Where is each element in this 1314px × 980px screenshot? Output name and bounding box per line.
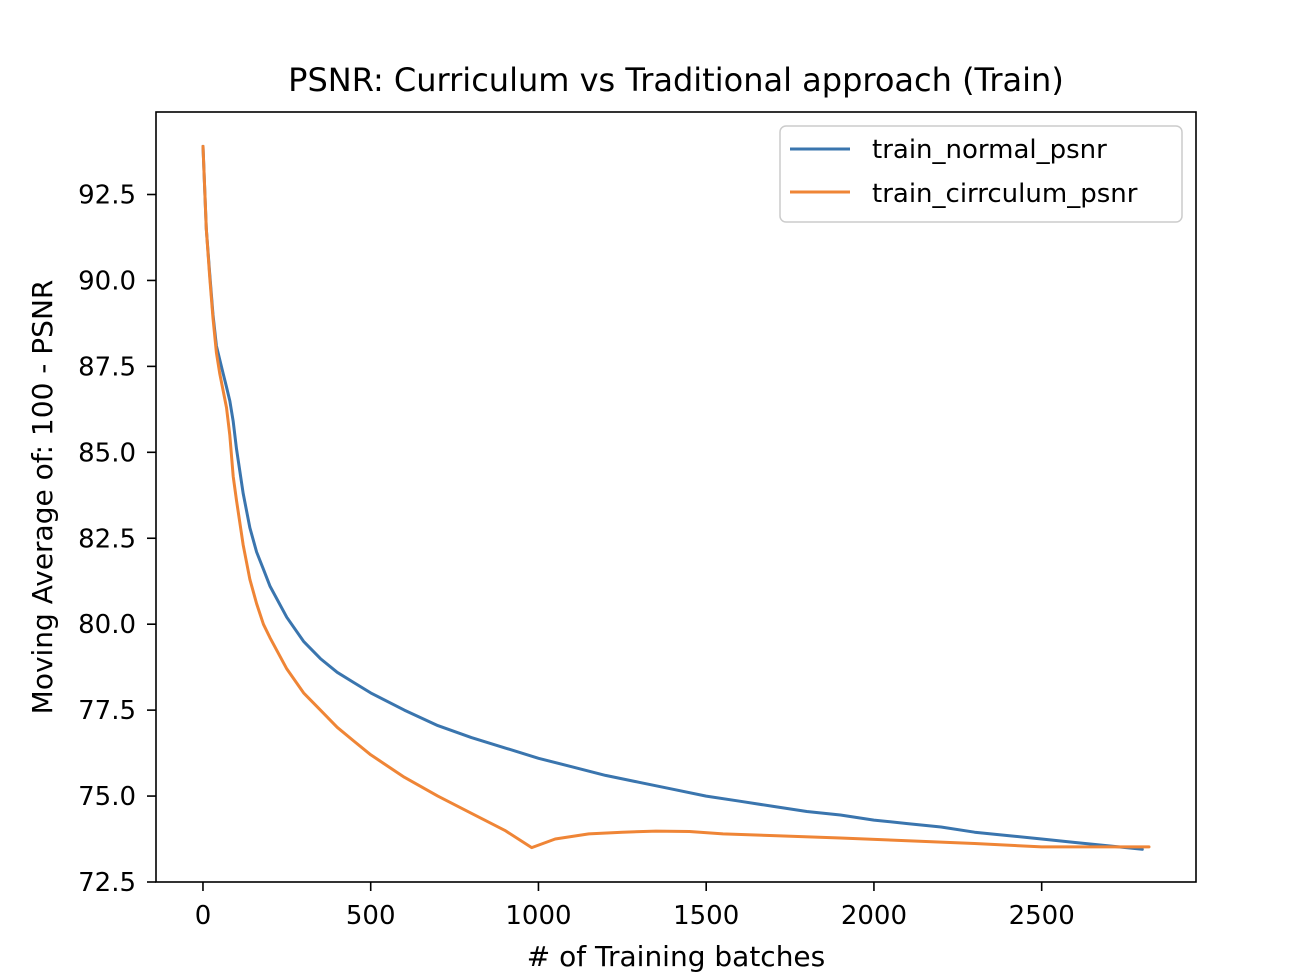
x-tick-label: 500 — [346, 901, 396, 931]
y-tick-label: 85.0 — [78, 438, 136, 468]
x-tick-label: 2000 — [841, 901, 907, 931]
y-tick-label: 75.0 — [78, 782, 136, 812]
x-tick-label: 0 — [195, 901, 212, 931]
series-line-train-cirrculum — [201, 144, 1151, 850]
y-tick-label: 80.0 — [78, 610, 136, 640]
chart-title: PSNR: Curriculum vs Traditional approach… — [288, 61, 1064, 99]
y-tick-label: 90.0 — [78, 266, 136, 296]
plot-frame — [155, 111, 1197, 883]
y-tick-label: 87.5 — [78, 352, 136, 382]
legend-label-train-normal: train_normal_psnr — [872, 135, 1107, 165]
x-tick-label: 1000 — [505, 901, 571, 931]
x-tick-label: 1500 — [673, 901, 739, 931]
x-tick-label: 2500 — [1009, 901, 1075, 931]
data-series — [201, 144, 1151, 851]
y-axis-label: Moving Average of: 100 - PSNR — [26, 280, 59, 715]
y-tick-label: 72.5 — [78, 868, 136, 898]
axis-ticks: 0 500 1000 1500 2000 2500 72.5 75.0 77.5 80.0 82.5… — [78, 181, 1075, 932]
y-tick-label: 82.5 — [78, 524, 136, 554]
x-axis-label: # of Training batches — [527, 940, 826, 973]
y-tick-label: 77.5 — [78, 696, 136, 726]
legend-box — [779, 125, 1183, 223]
legend-label-train-cirrculum: train_cirrculum_psnr — [872, 179, 1138, 209]
y-tick-label: 92.5 — [78, 181, 136, 211]
legend: train_normal_psnr train_cirrculum_psnr — [779, 125, 1183, 223]
series-line-train-normal — [201, 144, 1144, 851]
